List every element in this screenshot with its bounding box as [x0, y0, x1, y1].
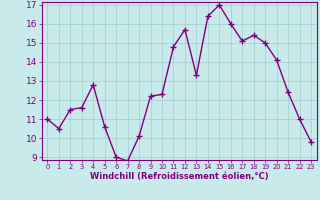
X-axis label: Windchill (Refroidissement éolien,°C): Windchill (Refroidissement éolien,°C) [90, 172, 268, 181]
